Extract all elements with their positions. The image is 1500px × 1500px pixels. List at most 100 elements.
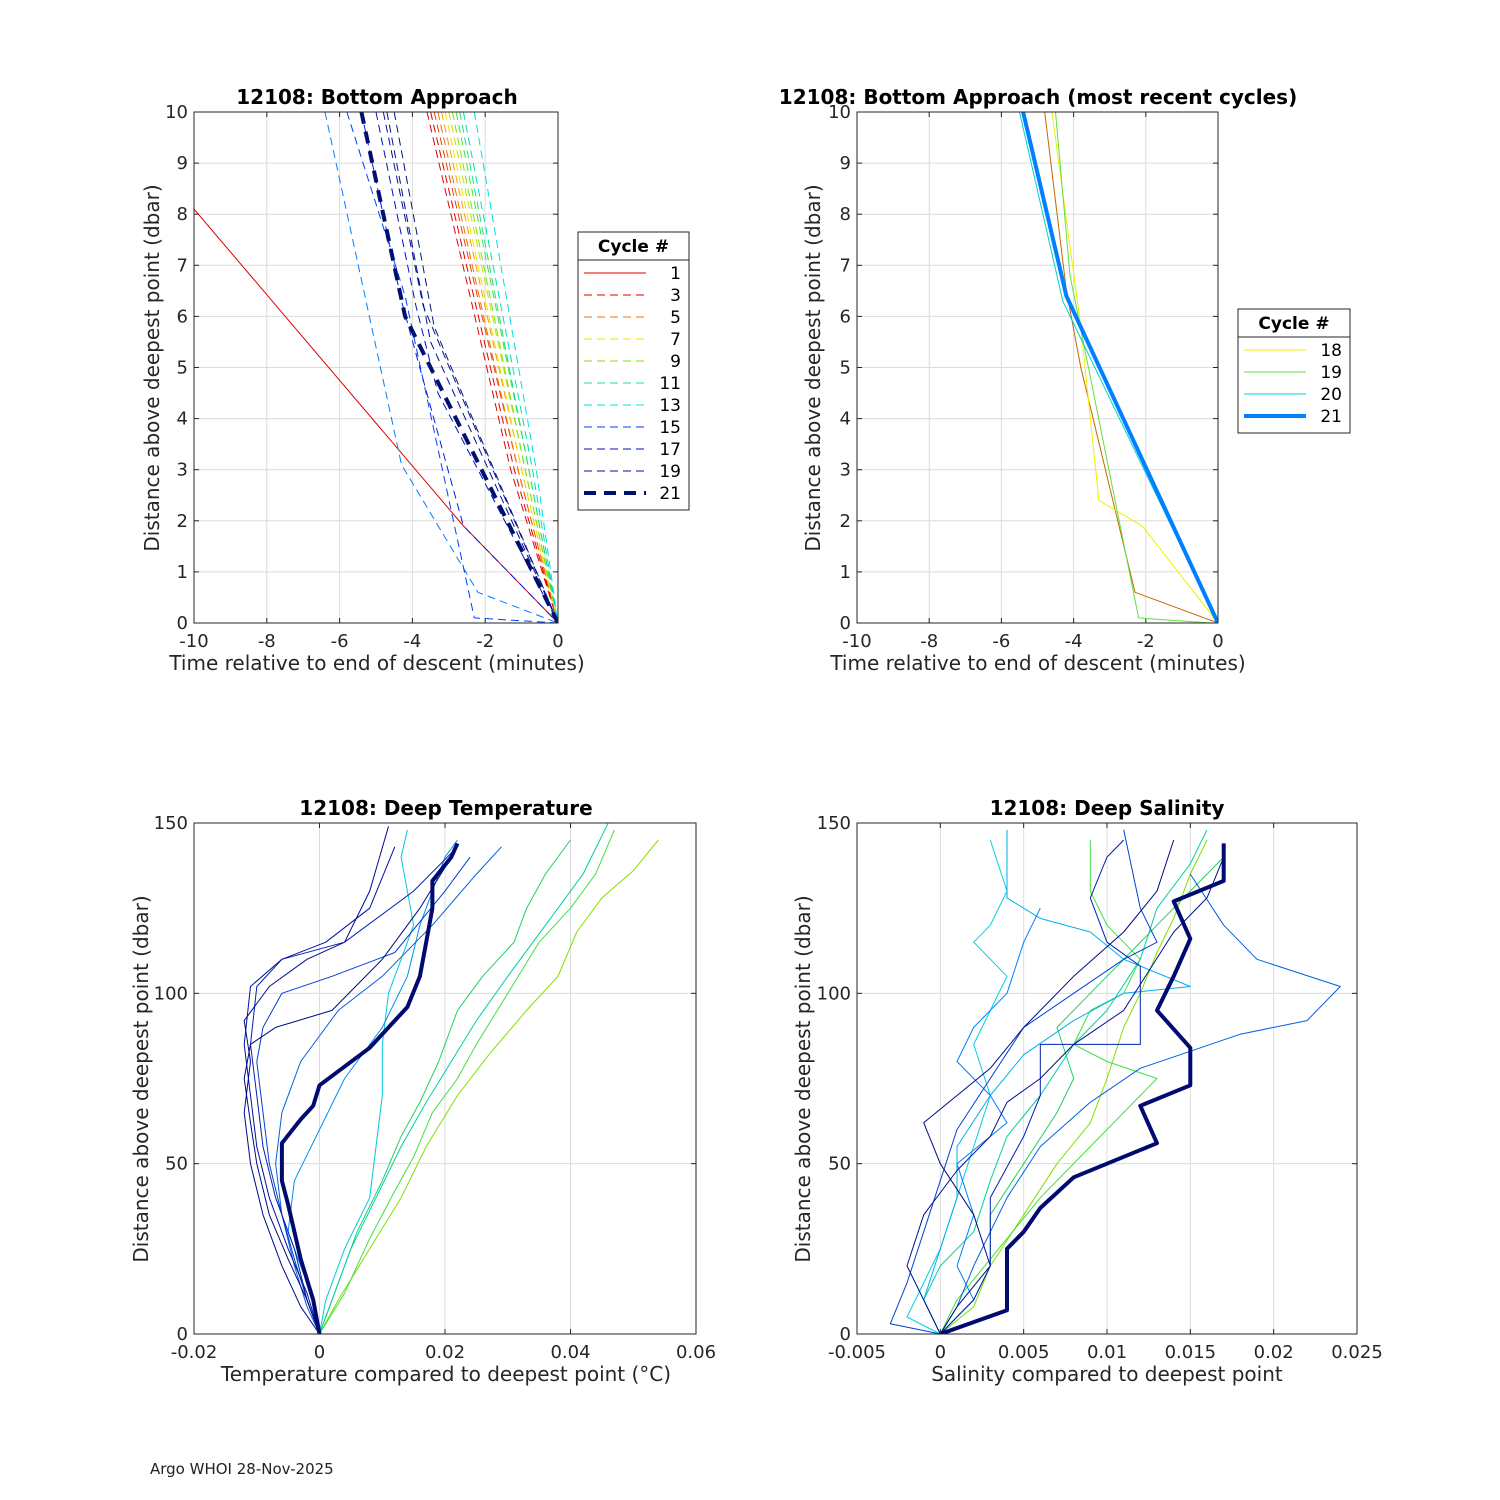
x-tick-label: -10: [179, 631, 208, 652]
y-tick-label: 0: [177, 613, 188, 634]
x-tick-label: -2: [476, 631, 494, 652]
y-tick-label: 2: [840, 511, 851, 532]
series-line-cycle-21: [279, 842, 460, 1334]
y-tick-label: 50: [165, 1154, 188, 1175]
y-tick-label: 50: [828, 1154, 851, 1175]
legend-label-cycle-13: 13: [659, 396, 681, 416]
x-tick-label: -8: [258, 631, 276, 652]
y-tick-label: 4: [177, 409, 188, 430]
x-axis-label: Salinity compared to deepest point: [931, 1362, 1283, 1386]
series-line-cycle-10: [319, 829, 615, 1334]
y-tick-label: 9: [840, 153, 851, 174]
y-tick-label: 4: [840, 409, 851, 430]
series-group: [889, 829, 1341, 1334]
y-tick-label: 0: [840, 613, 851, 634]
legend-label-cycle-7: 7: [670, 330, 681, 350]
x-tick-label: 0.06: [676, 1342, 716, 1363]
y-tick-label: 0: [177, 1324, 188, 1345]
series-line-cycle-17: [1044, 112, 1218, 623]
y-tick-label: 5: [177, 358, 188, 379]
series-line-cycle-18: [243, 846, 396, 1334]
series-group: [194, 112, 558, 623]
x-tick-label: -0.02: [171, 1342, 218, 1363]
y-axis-label: Distance above deepest point (dbar): [129, 895, 153, 1262]
series-line-cycle-13: [319, 829, 415, 1334]
series-line-cycle-19: [1055, 112, 1211, 623]
series-line-cycle-14: [324, 112, 558, 623]
series-line-cycle-20: [393, 112, 558, 623]
x-tick-label: -6: [992, 631, 1010, 652]
series-line-cycle-13: [473, 112, 558, 623]
legend-label-cycle-19: 19: [1320, 363, 1342, 383]
series-line-cycle-3: [430, 112, 558, 623]
series-line-cycle-16: [939, 873, 1341, 1334]
series-group: [1019, 112, 1218, 623]
legend-title: Cycle #: [598, 237, 669, 257]
series-line-cycle-15: [939, 907, 1041, 1334]
legend-label-cycle-15: 15: [659, 418, 681, 438]
series-line-cycle-11: [319, 839, 571, 1334]
series-line-cycle-15: [346, 112, 558, 623]
y-axis-label: Distance above deepest point (dbar): [791, 895, 815, 1262]
x-tick-label: 0.01: [1087, 1342, 1127, 1363]
legend-box: [1237, 308, 1351, 434]
series-line-cycle-19: [243, 826, 389, 1334]
series-line-cycle-14: [923, 829, 1191, 1334]
series-line-cycle-21: [359, 112, 558, 623]
legend-label-cycle-21: 21: [659, 484, 681, 504]
legend-label-cycle-17: 17: [659, 440, 681, 460]
x-tick-label: -4: [403, 631, 421, 652]
chart-title: 12108: Deep Salinity: [990, 796, 1225, 820]
y-tick-label: 2: [177, 511, 188, 532]
series-line-cycle-13: [906, 839, 1008, 1334]
panel-bottom-approach-recent: 12108: Bottom Approach (most recent cycl…: [779, 85, 1351, 675]
x-tick-label: -6: [331, 631, 349, 652]
x-axis-label: Time relative to end of descent (minutes…: [168, 651, 584, 675]
series-line-cycle-9: [319, 839, 659, 1334]
legend-label-cycle-1: 1: [670, 264, 681, 284]
legend-label-cycle-20: 20: [1320, 385, 1342, 405]
chart-title: 12108: Bottom Approach: [236, 85, 518, 109]
series-line-cycle-20: [243, 856, 452, 1334]
series-line-cycle-19: [906, 856, 1225, 1334]
panel-bottom-approach: 12108: Bottom Approach Time relative to …: [140, 85, 690, 675]
y-tick-label: 100: [817, 983, 851, 1004]
x-tick-label: -8: [920, 631, 938, 652]
series-line-cycle-17: [250, 846, 458, 1334]
axes-frame: [856, 111, 1219, 624]
y-axis-label: Distance above deepest point (dbar): [140, 184, 164, 551]
y-tick-label: 9: [177, 153, 188, 174]
legend-title: Cycle #: [1258, 314, 1329, 334]
x-tick-label: 0.005: [998, 1342, 1050, 1363]
legend-label-cycle-9: 9: [670, 352, 681, 372]
axes-frame: [193, 111, 559, 624]
series-line-cycle-18: [386, 112, 558, 623]
y-tick-label: 0: [840, 1324, 851, 1345]
plot-area: -10 -8 -6 -4 -2 0 0 1 2 3 4 5 6 7 8 9 10: [165, 102, 564, 652]
y-tick-label: 3: [177, 460, 188, 481]
series-line-cycle-21: [1021, 112, 1218, 623]
x-tick-label: -4: [1065, 631, 1083, 652]
series-line-cycle-7: [444, 112, 558, 623]
x-tick-label: 0: [314, 1342, 325, 1363]
y-tick-label: 10: [165, 102, 188, 123]
y-tick-label: 8: [177, 204, 188, 225]
y-tick-label: 7: [177, 255, 188, 276]
series-line-cycle-16: [360, 112, 558, 623]
x-tick-label: 0: [935, 1342, 946, 1363]
y-tick-label: 100: [154, 983, 188, 1004]
series-line-cycle-17: [375, 112, 558, 623]
y-tick-label: 1: [840, 562, 851, 583]
y-tick-label: 3: [840, 460, 851, 481]
y-axis-label: Distance above deepest point (dbar): [801, 184, 825, 551]
chart-title: 12108: Deep Temperature: [299, 796, 592, 820]
series-line-cycle-18: [939, 839, 1141, 1334]
legend-label-cycle-11: 11: [659, 374, 681, 394]
series-line-cycle-17: [889, 829, 1158, 1334]
series-line-cycle-10: [939, 840, 1158, 1334]
x-tick-label: 0.02: [425, 1342, 465, 1363]
legend-box: [577, 231, 690, 511]
